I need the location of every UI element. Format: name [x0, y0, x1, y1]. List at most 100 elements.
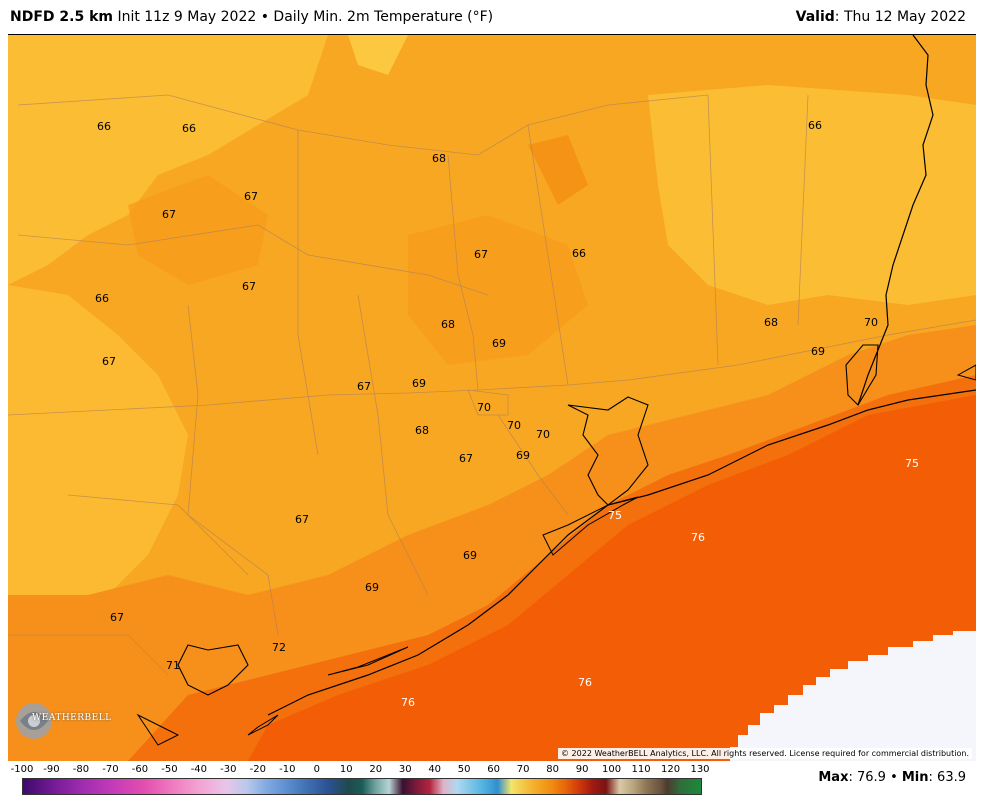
- min-value: : 63.9: [928, 770, 966, 785]
- colorbar-tick-label: 60: [487, 764, 501, 775]
- temperature-value-label: 68: [415, 424, 429, 437]
- temperature-value-label: 67: [459, 452, 473, 465]
- bay-sw: [136, 713, 180, 746]
- no-data-region: [730, 631, 976, 761]
- temperature-value-label: 67: [474, 248, 488, 261]
- temperature-value-label: 71: [166, 659, 180, 672]
- max-label: Max: [818, 770, 849, 785]
- temperature-value-label: 69: [463, 549, 477, 562]
- temperature-value-label: 70: [507, 419, 521, 432]
- inland-light-ne: [648, 85, 976, 305]
- inland-dark-3: [528, 135, 588, 205]
- galveston-bay: [567, 396, 649, 506]
- map-canvas: [8, 35, 976, 761]
- temperature-value-label: 68: [441, 318, 455, 331]
- barrier-island-w: [327, 646, 409, 676]
- temperature-value-label: 69: [492, 337, 506, 350]
- matagorda-inlet: [177, 644, 249, 696]
- weatherbell-logo: WEATHERBELL: [12, 699, 111, 743]
- product-description: Init 11z 9 May 2022 • Daily Min. 2m Temp…: [117, 9, 494, 25]
- coastline: [267, 389, 976, 716]
- colorbar-gradient: [22, 778, 702, 795]
- colorbar-tick-label: -100: [10, 764, 34, 775]
- colorbar-tick-label: 130: [690, 764, 710, 775]
- temperature-value-label: 76: [401, 696, 415, 709]
- max-min-readout: Max: 76.9 • Min: 63.9: [818, 770, 966, 786]
- temperature-value-label: 67: [242, 280, 256, 293]
- colorbar-tick-label: -10: [279, 764, 296, 775]
- colorbar-tick-label: -30: [220, 764, 237, 775]
- temperature-value-label: 69: [811, 345, 825, 358]
- temperature-value-label: 66: [808, 119, 822, 132]
- temperature-value-label: 70: [477, 401, 491, 414]
- temperature-value-label: 75: [608, 509, 622, 522]
- max-value: : 76.9: [848, 770, 886, 785]
- temperature-value-label: 76: [578, 676, 592, 689]
- logo-text: WEATHERBELL: [32, 713, 112, 723]
- map-header: NDFD 2.5 km Init 11z 9 May 2022 • Daily …: [0, 0, 984, 34]
- temperature-value-label: 66: [95, 292, 109, 305]
- temperature-value-label: 70: [536, 428, 550, 441]
- temperature-value-label: 67: [244, 190, 258, 203]
- temperature-value-label: 69: [516, 449, 530, 462]
- colorbar-tick-label: 0: [313, 764, 320, 775]
- colorbar: -100 -90 -80 -70 -60 -50 -40 -30 -20 -10 0 10 20 30 40…: [8, 762, 710, 808]
- inland-light-n: [348, 35, 408, 75]
- colorbar-tick-label: 80: [546, 764, 559, 775]
- colorbar-tick-label: -50: [161, 764, 178, 775]
- colorbar-tick-label: -80: [72, 764, 90, 775]
- min-label: Min: [901, 770, 929, 785]
- temperature-map[interactable]: 66 66 68 66 67 67 67 66 66 67 68 68 70 69 69 67 67 69 70 70…: [8, 34, 976, 761]
- inland-dark-1: [128, 175, 268, 285]
- logo-swirl-icon: [16, 703, 52, 739]
- stats-separator: •: [885, 770, 902, 785]
- temperature-value-label: 70: [864, 316, 878, 329]
- colorbar-tick-label: -20: [249, 764, 266, 775]
- colorbar-tick-label: 20: [369, 764, 383, 775]
- colorbar-tick-label: 30: [398, 764, 412, 775]
- temperature-value-label: 67: [102, 355, 116, 368]
- colorbar-tick-label: 110: [631, 764, 651, 775]
- colorbar-tick-label: -70: [102, 764, 119, 775]
- colorbar-tick-label: 100: [602, 764, 622, 775]
- colorbar-tick-label: 120: [660, 764, 681, 775]
- temperature-value-label: 67: [110, 611, 124, 624]
- copyright-notice: © 2022 WeatherBELL Analytics, LLC. All r…: [558, 748, 972, 759]
- temperature-value-label: 69: [412, 377, 426, 390]
- temperature-value-label: 66: [572, 247, 586, 260]
- colorbar-tick-label: -90: [43, 764, 60, 775]
- sabine-lake: [845, 344, 879, 406]
- temperature-value-label: 66: [97, 120, 111, 133]
- calcasieu-inlet: [956, 364, 976, 381]
- colorbar-tick-label: 10: [339, 764, 353, 775]
- inland-dark-2: [408, 215, 588, 365]
- colorbar-tick-label: 50: [457, 764, 471, 775]
- temperature-value-label: 69: [365, 581, 379, 594]
- inland-light-w: [8, 285, 188, 625]
- temperature-value-label: 67: [295, 513, 309, 526]
- colorbar-tick-label: -60: [131, 764, 149, 775]
- model-name: NDFD 2.5 km: [10, 9, 113, 25]
- colorbar-ticks: -100 -90 -80 -70 -60 -50 -40 -30 -20 -10 0 10 20 30 40…: [8, 762, 710, 776]
- valid-label: Valid: [795, 9, 835, 25]
- colorbar-tick-label: 90: [575, 764, 589, 775]
- valid-date: : Thu 12 May 2022: [834, 9, 966, 25]
- barrier-island-sw: [247, 714, 279, 736]
- header-title: NDFD 2.5 km Init 11z 9 May 2022 • Daily …: [10, 0, 493, 34]
- temperature-value-label: 72: [272, 641, 286, 654]
- temperature-value-label: 68: [432, 152, 446, 165]
- galveston-island: [542, 496, 639, 556]
- temperature-value-label: 67: [357, 380, 371, 393]
- inland-light-nw: [8, 35, 328, 285]
- temperature-value-label: 66: [182, 122, 196, 135]
- temperature-value-label: 75: [905, 457, 919, 470]
- valid-time: Valid: Thu 12 May 2022: [796, 0, 966, 34]
- county-lines: [8, 94, 976, 676]
- colorbar-tick-label: 70: [516, 764, 530, 775]
- temperature-value-label: 68: [764, 316, 778, 329]
- gulf-far: [248, 395, 976, 761]
- temperature-value-label: 76: [691, 531, 705, 544]
- temperature-value-label: 67: [162, 208, 176, 221]
- colorbar-tick-label: -40: [190, 764, 208, 775]
- colorbar-tick-label: 40: [428, 764, 442, 775]
